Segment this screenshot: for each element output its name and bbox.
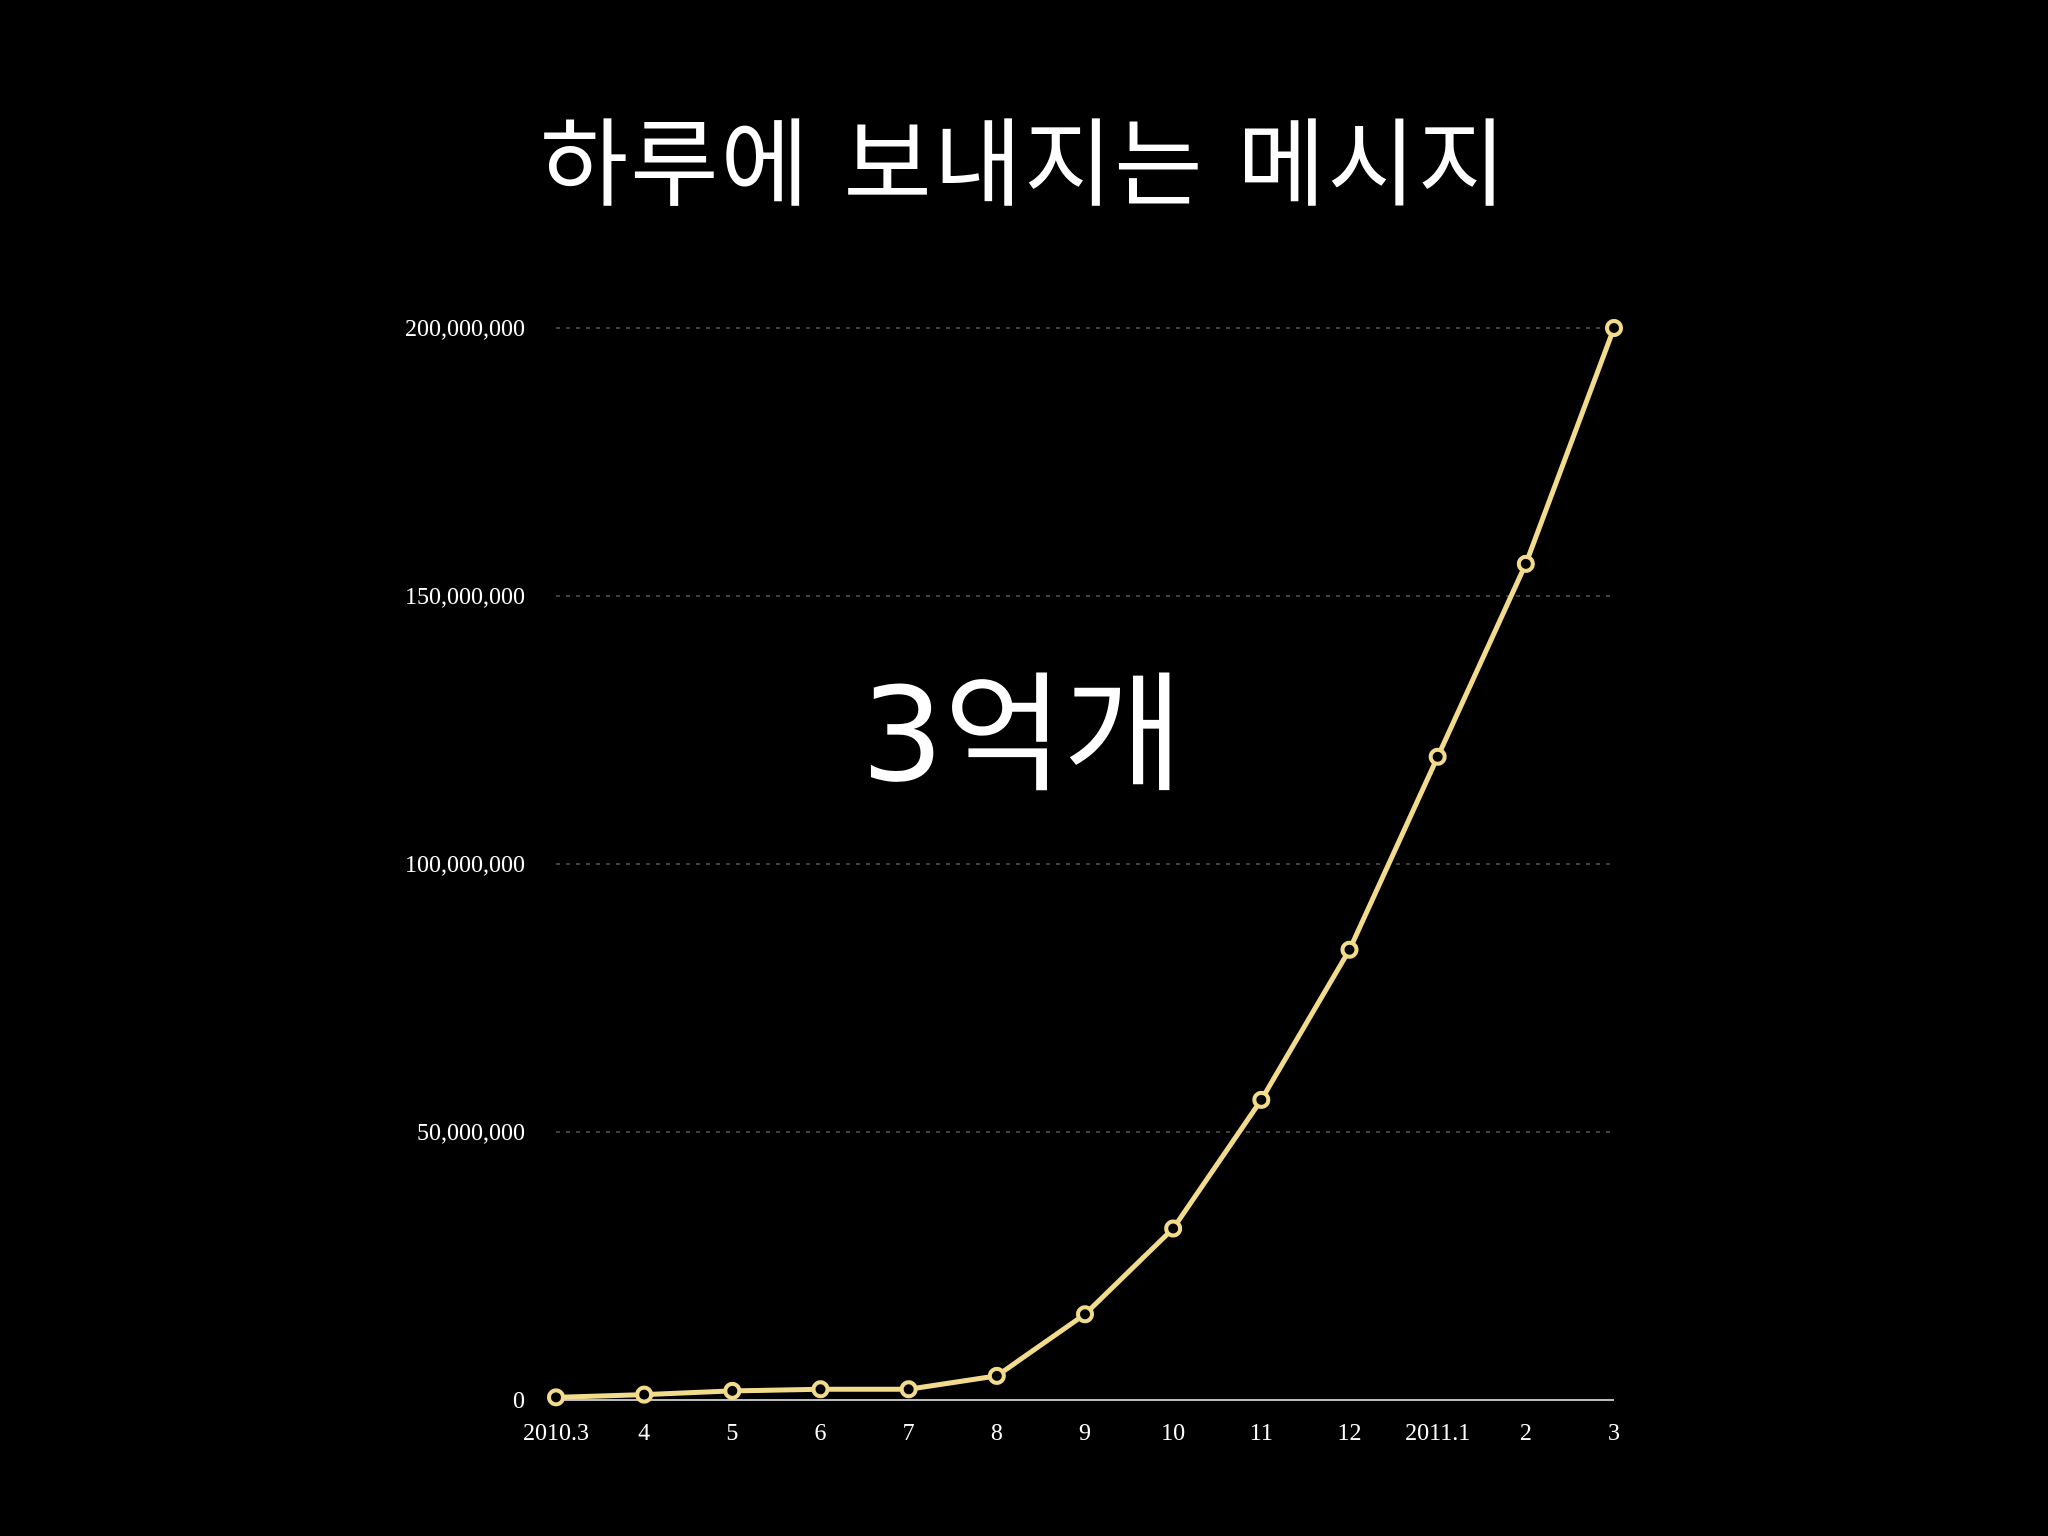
data-point (1428, 747, 1447, 766)
data-point (547, 1388, 565, 1407)
data-point (1605, 319, 1623, 337)
y-tick-label: 150,000,000 (405, 584, 525, 610)
data-point (1076, 1305, 1094, 1324)
y-tick-label: 200,000,000 (405, 316, 525, 342)
x-tick-labels: 2010.3 4 5 6 7 8 9 10 11 12 2011.1 2 3 (523, 1420, 1620, 1446)
data-point (1164, 1219, 1183, 1238)
series-line (553, 325, 1617, 1400)
data-point (1252, 1090, 1271, 1109)
data-point (811, 1380, 830, 1399)
data-series (553, 325, 1617, 1400)
y-tick-label: 0 (513, 1388, 525, 1414)
x-tick-label: 11 (1250, 1420, 1273, 1446)
x-tick-label: 10 (1161, 1420, 1185, 1446)
x-tick-label: 2011.1 (1405, 1420, 1470, 1446)
x-tick-label: 7 (903, 1420, 915, 1446)
x-tick-label: 2 (1520, 1420, 1532, 1446)
x-tick-label: 9 (1079, 1420, 1091, 1446)
data-point (723, 1381, 742, 1400)
x-tick-label: 6 (815, 1420, 827, 1446)
x-tick-label: 3 (1608, 1420, 1620, 1446)
x-tick-label: 12 (1338, 1420, 1362, 1446)
data-points (547, 319, 1623, 1407)
x-tick-label: 8 (991, 1420, 1003, 1446)
y-tick-label: 50,000,000 (417, 1120, 525, 1146)
x-tick-label: 2010.3 (523, 1420, 589, 1446)
data-point (635, 1385, 654, 1404)
data-point (1340, 940, 1359, 959)
data-point (1516, 554, 1535, 573)
slide-title: 하루에 보내지는 메시지 (539, 109, 1509, 221)
x-tick-label: 4 (638, 1420, 650, 1446)
chart-callout: 3억개 (861, 659, 1183, 811)
y-tick-labels: 0 50,000,000 100,000,000 150,000,000 200,000… (405, 316, 525, 1414)
x-tick-label: 5 (726, 1420, 738, 1446)
data-point (899, 1380, 918, 1399)
y-tick-label: 100,000,000 (405, 852, 525, 878)
data-point (987, 1366, 1006, 1385)
grid-lines (556, 327, 1614, 1133)
